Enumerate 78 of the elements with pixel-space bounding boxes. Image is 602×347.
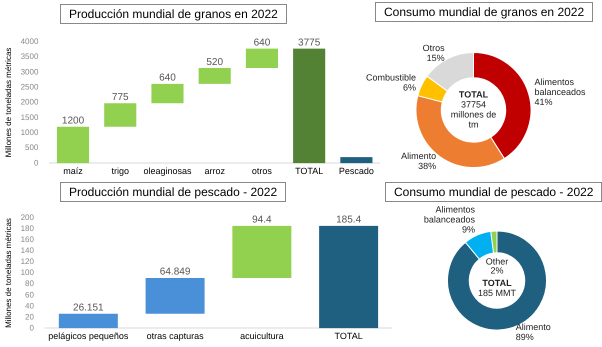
y-tick-label: 60 xyxy=(25,290,34,300)
text: millones de xyxy=(450,109,496,120)
x-tick-label: TOTAL xyxy=(295,166,324,176)
bar xyxy=(293,48,326,164)
bar xyxy=(146,278,205,314)
bar xyxy=(104,103,136,127)
y-tick-label: 180 xyxy=(20,224,34,234)
slice-label: Alimentos balanceados xyxy=(534,76,586,97)
data-label: 94.4 xyxy=(252,214,272,226)
data-label: 15% xyxy=(426,52,445,63)
y-tick-label: 80 xyxy=(25,279,34,288)
x-tick-label: arroz xyxy=(204,166,226,176)
y-tick-label: 120 xyxy=(20,257,34,266)
text: tm xyxy=(468,119,478,130)
bar xyxy=(319,226,378,328)
slice-label: Alimento xyxy=(516,322,551,332)
slice-label: Otros xyxy=(422,42,446,53)
y-tick-label: 500 xyxy=(25,143,39,152)
x-tick-label: pelágicos pequeños xyxy=(48,331,129,342)
text: TOTAL xyxy=(458,89,489,100)
x-tick-label: otras capturas xyxy=(146,331,204,342)
y-tick-label: 100 xyxy=(20,268,34,278)
slice-label: Alimento xyxy=(401,150,436,161)
data-label: 38% xyxy=(418,160,436,171)
x-tick-label: trigo xyxy=(111,166,129,176)
y-tick-label: 1500 xyxy=(20,112,39,122)
data-label: 9% xyxy=(462,224,475,234)
chart-title: Producción mundial de granos en 2022 xyxy=(60,4,287,24)
y-axis-title: Millones de toneladas métricas xyxy=(4,48,14,158)
y-tick-label: 200 xyxy=(20,213,34,222)
y-tick-label: 1000 xyxy=(20,128,39,138)
y-tick-label: 140 xyxy=(20,246,34,256)
y-tick-label: 0 xyxy=(29,323,34,332)
bar xyxy=(198,68,231,84)
bar xyxy=(232,226,292,278)
x-tick-label: Pescado xyxy=(338,166,374,176)
data-label: 2% xyxy=(490,265,504,276)
bar xyxy=(340,157,372,164)
x-tick-label: oleaginosas xyxy=(143,166,192,176)
chart-title: Producción mundial de pescado - 2022 xyxy=(60,182,286,202)
bar xyxy=(56,126,90,164)
data-label: 185.4 xyxy=(336,214,362,226)
slice-label: Other xyxy=(486,256,508,266)
text: 37754 xyxy=(460,99,486,110)
text: 185 MMT xyxy=(478,288,517,298)
x-tick-label: maíz xyxy=(63,166,84,176)
y-axis-title: Millones de toneladas métricas xyxy=(4,218,14,328)
y-tick-label: 40 xyxy=(25,301,34,310)
data-label: 520 xyxy=(206,56,224,68)
data-label: 640 xyxy=(159,72,176,84)
x-tick-label: TOTAL xyxy=(334,331,363,342)
y-tick-label: 2000 xyxy=(20,98,39,107)
x-tick-label: otros xyxy=(252,166,272,176)
slice-label: Combustible xyxy=(366,72,416,82)
data-label: 89% xyxy=(516,332,534,342)
x-tick-label: acuicultura xyxy=(240,331,284,342)
data-label: 640 xyxy=(254,37,271,48)
slice-label: Alimentos balanceados xyxy=(424,204,476,224)
y-tick-label: 3500 xyxy=(20,52,39,62)
y-tick-label: 2500 xyxy=(20,82,39,92)
y-tick-label: 20 xyxy=(25,312,34,322)
data-label: 1200 xyxy=(62,116,85,127)
bar xyxy=(151,84,184,104)
data-label: 775 xyxy=(112,92,130,104)
data-label: 6% xyxy=(403,82,416,92)
data-label: 41% xyxy=(534,96,552,107)
y-tick-label: 160 xyxy=(20,235,34,244)
chart-title: Consumo mundial de granos en 2022 xyxy=(375,2,594,22)
y-tick-label: 4000 xyxy=(20,37,39,46)
text: TOTAL xyxy=(482,278,512,288)
data-label: 3775 xyxy=(298,37,321,48)
y-tick-label: 0 xyxy=(34,158,39,168)
y-tick-label: 3000 xyxy=(20,67,39,76)
bar xyxy=(58,314,118,328)
chart-title: Consumo mundial de pescado - 2022 xyxy=(385,182,602,202)
bar xyxy=(246,48,278,68)
data-label: 26.151 xyxy=(73,302,104,314)
data-label: 64.849 xyxy=(160,266,191,278)
